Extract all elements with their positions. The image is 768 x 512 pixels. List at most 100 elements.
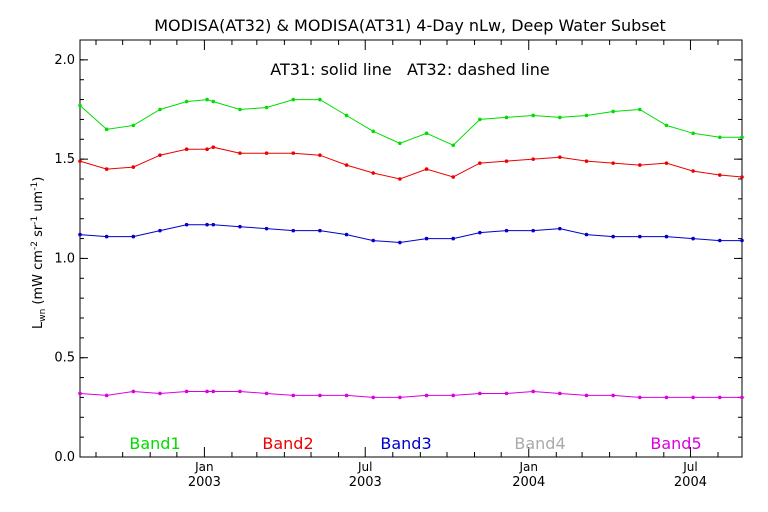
data-point-band1 [451,143,456,148]
data-point-band2 [158,153,162,157]
data-point-band1 [205,97,209,102]
data-point-band3 [531,228,535,233]
data-point-band1 [238,107,242,112]
data-point-band2 [264,151,269,155]
x-tick-label-month: Jan [518,460,538,474]
y-label-end: ) [31,177,46,182]
data-point-band5 [344,393,349,398]
data-point-band2 [504,159,509,163]
legend-band3: Band3 [380,434,431,453]
data-point-band3 [211,222,216,227]
data-point-band2 [318,153,322,157]
data-point-band3 [344,232,349,237]
data-point-band1 [344,113,349,118]
legend-band5: Band5 [650,434,701,453]
data-point-band1 [558,115,562,120]
legend-band1: Band1 [129,434,180,453]
data-point-band5 [318,393,322,398]
plot-frame [79,39,743,458]
data-point-band5 [584,393,589,398]
data-point-band2 [371,171,376,175]
data-point-band5 [504,391,509,396]
y-label-main: L [31,321,46,329]
data-point-band5 [451,393,456,398]
data-point-band5 [238,389,242,394]
data-point-band3 [184,222,189,227]
data-point-band1 [664,123,669,128]
data-point-band5 [424,393,429,398]
data-point-band3 [158,228,162,233]
data-point-band5 [611,393,615,398]
series-line-band3 [79,224,742,244]
data-point-band1 [531,113,535,118]
data-point-band5 [740,395,744,400]
data-point-band3 [424,236,429,241]
y-label-sub: wn [38,309,48,322]
data-point-band3 [558,226,562,231]
y-tick-label: 1.5 [54,152,75,167]
data-point-band1 [78,103,82,108]
data-point-band3 [78,232,82,237]
data-point-band3 [205,222,209,227]
data-point-band5 [478,391,482,396]
chart-title: MODISA(AT32) & MODISA(AT31) 4-Day nLw, D… [154,16,666,35]
data-point-band2 [211,145,216,150]
series-line-band5 [79,390,742,398]
legend-band2: Band2 [262,434,313,453]
y-label-rest: (mW cm [31,250,46,309]
data-point-band2 [478,161,482,165]
data-point-band5 [205,389,209,394]
data-point-band2 [611,161,615,165]
data-point-band3 [451,236,456,241]
data-point-band2 [424,167,429,171]
data-point-band2 [131,165,136,169]
x-tick-label-year: 2003 [188,475,221,490]
data-point-band2 [558,155,562,159]
y-tick-label: 1.0 [54,251,75,266]
data-point-band1 [691,131,695,136]
data-point-band5 [717,395,722,400]
x-tick-label-month: Jan [194,460,214,474]
series-line-band1 [79,99,742,146]
svg-text:Lwn (mW cm-2 sr-1 um-1): Lwn (mW cm-2 sr-1 um-1) [30,156,48,358]
data-point-band2 [664,161,669,165]
x-tick-label-year: 2004 [512,475,545,490]
data-point-band5 [371,395,376,400]
data-point-band2 [531,157,535,161]
y-label-exp1: -2 [30,241,40,250]
data-point-band1 [158,107,162,112]
data-point-band5 [291,393,296,398]
data-point-band3 [478,230,482,235]
x-tick-label-month: Jul [682,460,697,474]
data-point-band5 [131,389,136,394]
y-tick-label: 0.5 [54,351,75,366]
data-point-band3 [131,234,136,239]
data-point-band5 [104,393,109,398]
data-point-band2 [205,147,209,152]
data-point-band3 [238,224,242,229]
data-point-band2 [638,163,642,167]
data-point-band2 [184,147,189,152]
data-point-band5 [531,389,535,394]
data-point-band5 [664,395,669,400]
data-point-band1 [318,97,322,102]
data-point-band3 [318,228,322,233]
x-tick-label-year: 2004 [674,475,707,490]
data-point-band3 [398,240,402,245]
data-point-band5 [158,391,162,396]
data-point-band1 [584,113,589,118]
data-point-band3 [691,236,695,241]
data-point-band3 [371,238,376,243]
data-point-band3 [504,228,509,233]
series-line-band2 [79,146,743,180]
data-point-band2 [238,151,242,155]
data-point-band2 [104,167,109,171]
data-point-band1 [104,127,109,132]
data-point-band2 [344,163,349,167]
data-point-band3 [638,234,642,239]
x-tick-label-month: Jul [357,460,372,474]
x-tick-label-year: 2003 [349,475,382,490]
data-point-band2 [691,169,695,173]
y-label-tail: um [31,191,46,216]
